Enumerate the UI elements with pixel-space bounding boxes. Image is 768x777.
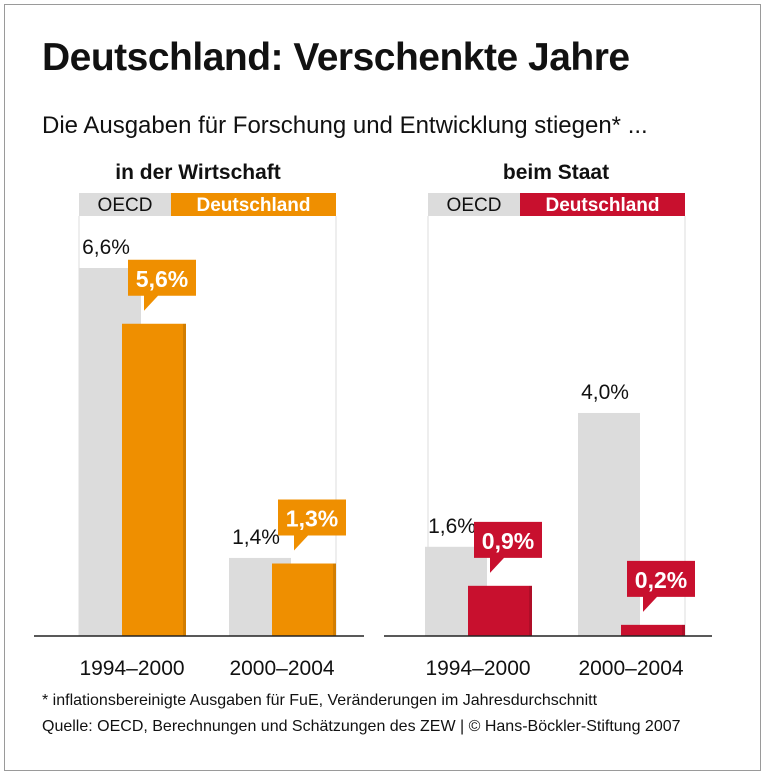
value-label-oecd-staat-1: 4,0%: [581, 381, 629, 404]
panel-title-wirtschaft: in der Wirtschaft: [115, 161, 281, 184]
category-label-staat-1: 2000–2004: [578, 657, 683, 680]
value-label-deutschland-staat-0: 0,9%: [482, 528, 534, 554]
panel-title-staat: beim Staat: [503, 161, 609, 184]
value-label-deutschland-wirtschaft-0: 5,6%: [136, 266, 188, 292]
chart-subtitle: Die Ausgaben für Forschung und Entwicklu…: [42, 112, 648, 139]
bar-oecd-staat-1: [578, 412, 640, 636]
category-label-wirtschaft-0: 1994–2000: [79, 657, 184, 680]
bar-shade-staat-0: [529, 585, 532, 636]
bar-deutschland-wirtschaft-0: [122, 323, 186, 636]
bar-deutschland-staat-0: [468, 585, 532, 636]
value-label-oecd-wirtschaft-0: 6,6%: [82, 236, 130, 259]
legend-swatch-deutschland-staat: [520, 193, 685, 216]
legend-swatch-oecd-staat: [428, 193, 520, 216]
category-label-staat-0: 1994–2000: [425, 657, 530, 680]
bar-shade-wirtschaft-0: [183, 323, 186, 636]
value-callout-deutschland-staat-1: 0,2%: [627, 560, 695, 612]
value-label-oecd-wirtschaft-1: 1,4%: [232, 526, 280, 549]
value-label-deutschland-staat-1: 0,2%: [635, 567, 687, 593]
source-line: Quelle: OECD, Berechnungen und Schätzung…: [42, 718, 681, 735]
bar-deutschland-staat-1: [621, 624, 685, 636]
bar-deutschland-wirtschaft-1: [272, 563, 336, 636]
bar-shade-wirtschaft-1: [333, 563, 336, 636]
value-callout-deutschland-staat-0: 0,9%: [474, 521, 542, 573]
value-callout-deutschland-wirtschaft-1: 1,3%: [278, 499, 346, 551]
category-label-wirtschaft-1: 2000–2004: [229, 657, 334, 680]
value-callout-deutschland-wirtschaft-0: 5,6%: [128, 259, 196, 311]
callout-shape-staat-1: [627, 560, 695, 612]
legend-label-oecd-staat: OECD: [447, 195, 502, 216]
callout-shape-wirtschaft-0: [128, 259, 196, 311]
legend-label-oecd-wirtschaft: OECD: [98, 195, 153, 216]
footnote: * inflationsbereinigte Ausgaben für FuE,…: [42, 692, 598, 709]
chart-title: Deutschland: Verschenkte Jahre: [42, 36, 630, 79]
legend-label-deutschland-staat: Deutschland: [545, 195, 659, 216]
bar-shade-staat-1: [682, 624, 685, 636]
value-label-oecd-staat-0: 1,6%: [428, 515, 476, 538]
value-label-deutschland-wirtschaft-1: 1,3%: [286, 506, 338, 532]
callout-shape-wirtschaft-1: [278, 499, 346, 551]
legend-swatch-deutschland-wirtschaft: [171, 193, 336, 216]
legend-swatch-oecd-wirtschaft: [79, 193, 171, 216]
legend-label-deutschland-wirtschaft: Deutschland: [196, 195, 310, 216]
callout-shape-staat-0: [474, 521, 542, 573]
